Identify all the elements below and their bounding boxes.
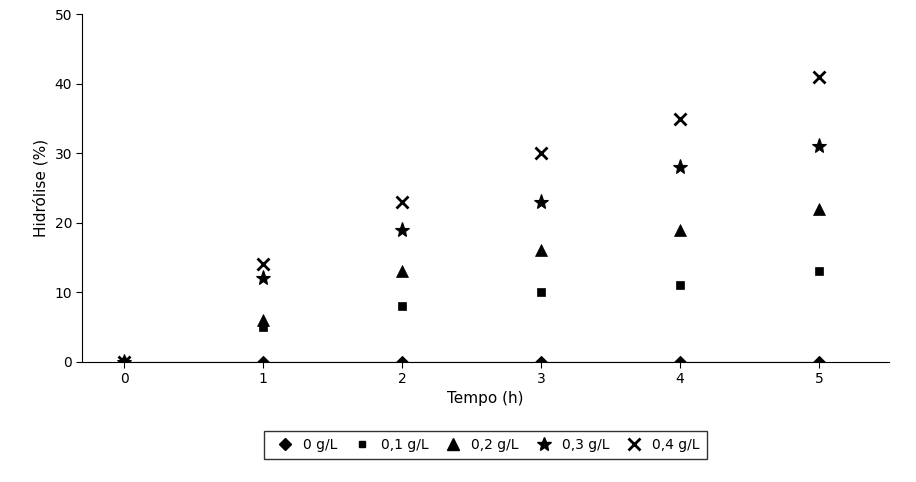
0 g/L: [119, 359, 130, 364]
0,2 g/L: [397, 268, 408, 274]
0,1 g/L: [397, 303, 408, 309]
0 g/L: [257, 359, 268, 364]
0,1 g/L: [813, 268, 824, 274]
0,4 g/L: [536, 150, 547, 156]
X-axis label: Tempo (h): Tempo (h): [447, 391, 524, 406]
0,3 g/L: [813, 144, 824, 149]
Line: 0,1 g/L: 0,1 g/L: [120, 267, 823, 366]
0,4 g/L: [397, 199, 408, 205]
Line: 0,4 g/L: 0,4 g/L: [118, 71, 825, 368]
Line: 0 g/L: 0 g/L: [120, 357, 823, 366]
0,1 g/L: [119, 359, 130, 364]
0,2 g/L: [119, 359, 130, 364]
0,2 g/L: [674, 227, 685, 232]
0,2 g/L: [536, 248, 547, 254]
0,2 g/L: [257, 317, 268, 323]
0,1 g/L: [674, 282, 685, 288]
0,3 g/L: [397, 227, 408, 232]
0,3 g/L: [119, 359, 130, 364]
0,4 g/L: [674, 116, 685, 121]
0,3 g/L: [536, 199, 547, 205]
0 g/L: [397, 359, 408, 364]
0,4 g/L: [813, 74, 824, 80]
0 g/L: [536, 359, 547, 364]
0,4 g/L: [119, 359, 130, 364]
0,4 g/L: [257, 261, 268, 267]
0,3 g/L: [257, 275, 268, 281]
Line: 0,3 g/L: 0,3 g/L: [116, 139, 826, 369]
Line: 0,2 g/L: 0,2 g/L: [118, 202, 825, 368]
Y-axis label: Hidrólise (%): Hidrólise (%): [33, 139, 49, 237]
Legend: 0 g/L, 0,1 g/L, 0,2 g/L, 0,3 g/L, 0,4 g/L: 0 g/L, 0,1 g/L, 0,2 g/L, 0,3 g/L, 0,4 g/…: [264, 431, 707, 459]
0,1 g/L: [257, 324, 268, 330]
0 g/L: [813, 359, 824, 364]
0,3 g/L: [674, 164, 685, 170]
0,2 g/L: [813, 206, 824, 212]
0,1 g/L: [536, 289, 547, 295]
0 g/L: [674, 359, 685, 364]
